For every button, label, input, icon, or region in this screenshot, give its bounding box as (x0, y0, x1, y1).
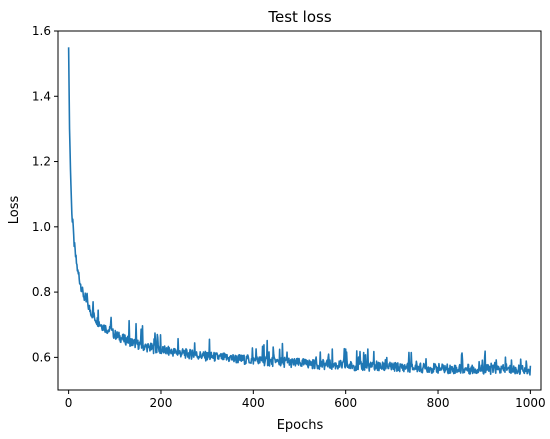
y-tick-label: 1.2 (32, 155, 51, 169)
y-tick-label: 0.8 (32, 285, 51, 299)
y-axis-title: Loss (7, 196, 22, 225)
y-tick-label: 1.4 (32, 89, 51, 103)
x-tick-label: 0 (65, 396, 73, 410)
chart-title: Test loss (267, 8, 331, 26)
plot-frame (57, 30, 542, 391)
series-line (67, 47, 532, 376)
y-tick-label: 0.6 (32, 350, 51, 364)
x-tick-label: 1000 (515, 396, 546, 410)
x-tick-label: 200 (150, 396, 173, 410)
y-axis: 0.6 0.8 1.0 1.2 1.4 1.6 (32, 24, 58, 364)
y-tick-label: 1.6 (32, 24, 51, 38)
x-tick-label: 400 (242, 396, 265, 410)
x-tick-label: 800 (427, 396, 450, 410)
x-axis-title: Epochs (277, 418, 324, 433)
x-axis: 0 200 400 600 800 1000 (65, 390, 546, 410)
x-tick-label: 600 (334, 396, 357, 410)
plot-area (58, 31, 541, 390)
y-tick-label: 1.0 (32, 220, 51, 234)
series-layer (67, 47, 532, 376)
